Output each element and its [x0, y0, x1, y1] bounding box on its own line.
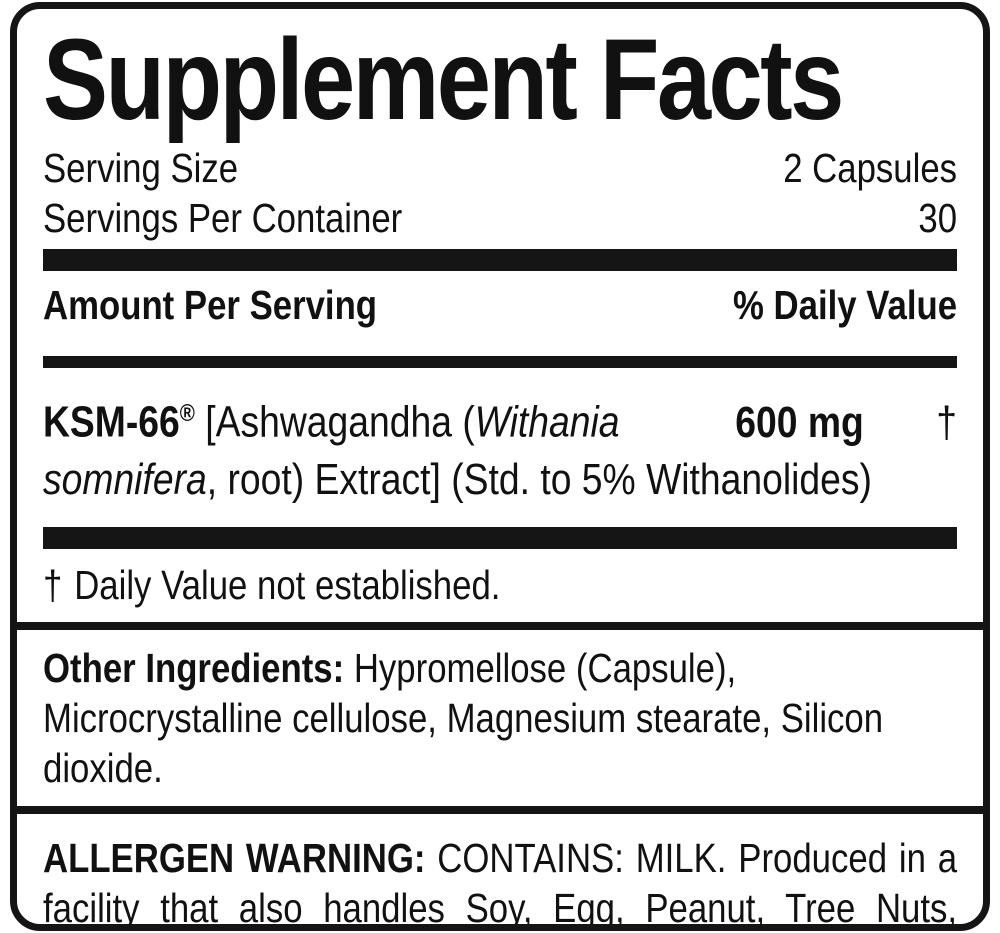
thick-divider-bottom	[43, 526, 957, 549]
allergen-warning-paragraph: ALLERGEN WARNING: CONTAINS: MILK. Produc…	[43, 833, 958, 931]
ingredient-row: KSM-66® [Ashwagandha (Withania 600 mg †	[43, 385, 957, 451]
footnote-section: † Daily Value not established.	[17, 549, 983, 622]
ingredient-brand: KSM-66	[43, 397, 180, 447]
daily-value-heading: % Daily Value	[732, 282, 958, 328]
amount-header-section: Amount Per Serving % Daily Value	[17, 271, 983, 339]
footnote: † Daily Value not established.	[43, 562, 957, 608]
serving-size-row: Serving Size 2 Capsules	[43, 143, 957, 193]
section-separator-2	[17, 805, 983, 814]
serving-size-value: 2 Capsules	[783, 145, 958, 191]
ingredient-name-line2: somnifera, root) Extract] (Std. to 5% Wi…	[43, 451, 957, 508]
ingredient-genus-italic: Withania	[474, 397, 620, 447]
ingredient-name-line1: KSM-66® [Ashwagandha (Withania	[43, 385, 735, 451]
servings-per-container-row: Servings Per Container 30	[43, 193, 957, 243]
servings-per-container-value: 30	[918, 195, 958, 241]
allergen-warning-section: ALLERGEN WARNING: CONTAINS: MILK. Produc…	[17, 814, 983, 931]
title-section: Supplement Facts	[17, 9, 983, 144]
registered-trademark-symbol: ®	[179, 400, 195, 427]
allergen-warning-text: CONTAINS: MILK. Produced in a facility t…	[43, 834, 958, 931]
footnote-text: Daily Value not established.	[74, 561, 501, 608]
dagger-symbol: †	[43, 561, 63, 608]
thick-divider-top	[43, 249, 957, 271]
ingredient-species-italic: somnifera	[43, 454, 207, 504]
other-ingredients-section: Other Ingredients: Hypromellose (Capsule…	[17, 630, 983, 806]
amount-per-serving-heading: Amount Per Serving	[43, 282, 378, 328]
serving-size-label: Serving Size	[43, 145, 239, 191]
ingredient-amount: 600 mg	[735, 397, 864, 447]
amount-header-row: Amount Per Serving % Daily Value	[43, 283, 957, 327]
supplement-facts-panel: Supplement Facts Serving Size 2 Capsules…	[10, 2, 990, 931]
servings-per-container-label: Servings Per Container	[43, 195, 403, 241]
serving-info-section: Serving Size 2 Capsules Servings Per Con…	[17, 143, 983, 243]
section-separator-1	[17, 621, 983, 630]
other-ingredients-text: Hypromellose (Capsule), Microcrystalline…	[43, 644, 884, 791]
medium-divider	[43, 356, 957, 368]
other-ingredients-label: Other Ingredients:	[43, 644, 345, 691]
ingredient-daily-value-symbol: †	[936, 397, 958, 447]
allergen-warning-label: ALLERGEN WARNING:	[43, 834, 426, 881]
panel-title: Supplement Facts	[43, 16, 844, 144]
ingredient-text-line2-regular: , root) Extract] (Std. to 5% Withanolide…	[206, 454, 872, 504]
other-ingredients-paragraph: Other Ingredients: Hypromellose (Capsule…	[43, 643, 957, 793]
ingredient-text-regular: [Ashwagandha (	[194, 397, 475, 447]
ingredient-section: KSM-66® [Ashwagandha (Withania 600 mg † …	[17, 368, 983, 521]
